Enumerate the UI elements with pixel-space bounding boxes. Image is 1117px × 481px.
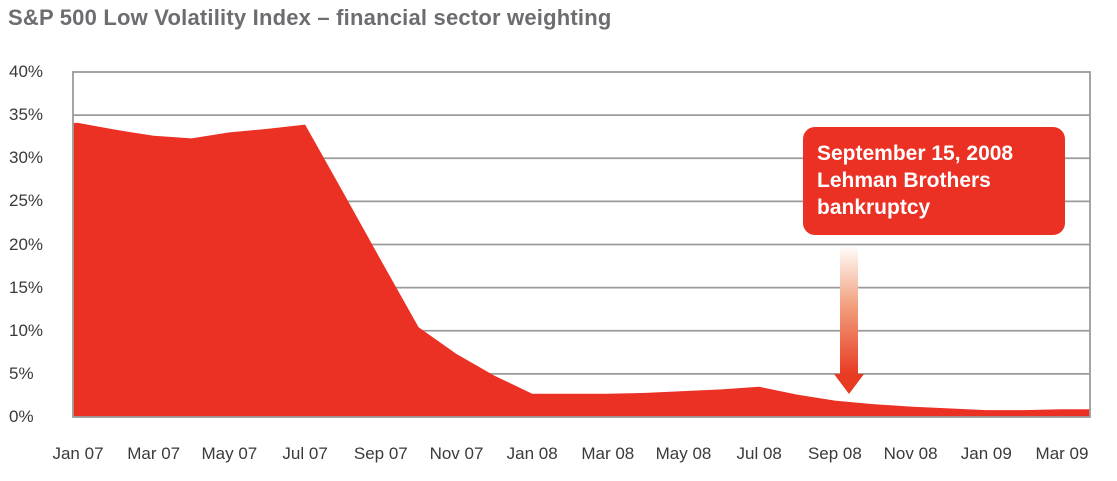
- y-axis-label: 20%: [9, 234, 44, 254]
- area-series-financial-weighting: [73, 122, 1090, 418]
- x-axis-label: Mar 09: [1035, 444, 1089, 463]
- y-axis-label: 35%: [9, 105, 44, 125]
- x-axis-label: Mar 08: [581, 444, 635, 463]
- x-axis-label: Mar 07: [127, 444, 181, 463]
- plot-border: [72, 71, 1091, 418]
- page-title: S&P 500 Low Volatility Index – financial…: [8, 5, 612, 30]
- down-arrow-icon: [834, 246, 864, 394]
- x-axis-label: Jan 08: [506, 444, 558, 463]
- x-axis-label: Jan 07: [52, 444, 104, 463]
- annotation-line-1: September 15, 2008: [817, 142, 1014, 165]
- x-axis-label: May 07: [201, 444, 258, 463]
- y-axis-label: 10%: [9, 320, 44, 340]
- y-axis-label: 15%: [9, 277, 44, 297]
- y-axis-label: 0%: [9, 407, 34, 426]
- x-axis-label: Nov 07: [429, 444, 484, 463]
- x-axis-label: Jan 09: [960, 444, 1012, 463]
- y-axis-label: 25%: [9, 191, 44, 211]
- x-axis-label: May 08: [655, 444, 712, 463]
- x-axis-label: Jul 07: [282, 444, 328, 463]
- annotation-callout: September 15, 2008 Lehman Brothers bankr…: [803, 127, 1065, 235]
- annotation-line-2: Lehman Brothers: [817, 169, 991, 192]
- x-axis-label: Nov 08: [883, 444, 938, 463]
- x-axis-label: Sep 07: [353, 444, 408, 463]
- x-axis-label: Jul 08: [736, 444, 782, 463]
- y-axis-label: 5%: [9, 363, 34, 383]
- annotation-line-3: bankruptcy: [817, 196, 931, 219]
- x-axis-label: Sep 08: [807, 444, 862, 463]
- y-axis-label: 30%: [9, 148, 44, 168]
- y-axis-label: 40%: [9, 62, 44, 81]
